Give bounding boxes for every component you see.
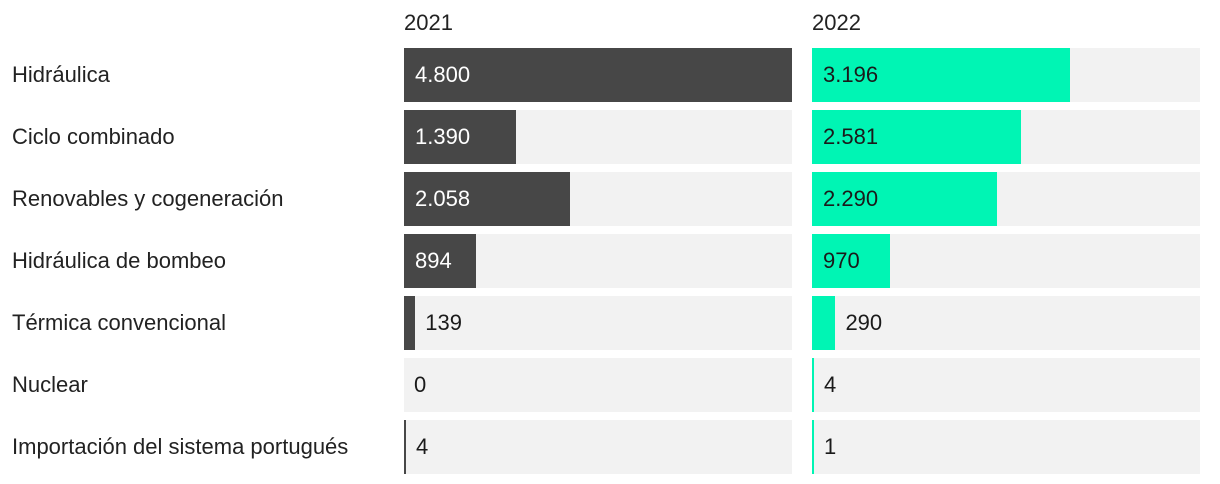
data-label: 4.800 xyxy=(415,62,471,87)
data-label: 894 xyxy=(415,248,452,273)
bar-2021 xyxy=(404,48,792,102)
data-label: 139 xyxy=(425,310,462,335)
bar-2022 xyxy=(812,110,1021,164)
category-label: Renovables y cogeneración xyxy=(12,186,284,211)
bar-track: 290 xyxy=(812,296,1200,350)
bar-2022 xyxy=(812,234,891,288)
data-label: 4 xyxy=(824,372,837,397)
column-header-2021: 2021 xyxy=(404,10,453,35)
bar-track: 4 xyxy=(812,358,1200,412)
bar-2021 xyxy=(404,172,571,226)
category-label: Hidráulica xyxy=(12,62,110,87)
data-label: 970 xyxy=(823,248,860,273)
data-label: 0 xyxy=(414,372,427,397)
bar-track: 4.800 xyxy=(404,48,792,102)
bar-track: 1.390 xyxy=(404,110,792,164)
data-label: 2.058 xyxy=(415,186,471,211)
bar-track: 139 xyxy=(404,296,792,350)
bar-2021 xyxy=(404,110,517,164)
bar-2021 xyxy=(404,420,406,474)
bar-2022 xyxy=(812,358,814,412)
category-label: Térmica convencional xyxy=(12,310,226,335)
bar-2022 xyxy=(812,420,814,474)
bar-2021 xyxy=(404,296,416,350)
bar-track: 2.581 xyxy=(812,110,1200,164)
bar-2021 xyxy=(404,234,477,288)
data-label: 1 xyxy=(824,434,837,459)
bar-track: 894 xyxy=(404,234,792,288)
bar-track: 0 xyxy=(404,358,792,412)
bar-track: 3.196 xyxy=(812,48,1200,102)
category-label: Hidráulica de bombeo xyxy=(12,248,227,273)
category-label: Ciclo combinado xyxy=(12,124,175,149)
category-label: Importación del sistema portugués xyxy=(12,434,349,459)
bar-track: 4 xyxy=(404,420,792,474)
bar-track: 2.290 xyxy=(812,172,1200,226)
data-label: 1.390 xyxy=(415,124,471,149)
bar-2022 xyxy=(812,48,1071,102)
data-label: 290 xyxy=(845,310,883,335)
bar-track: 2.058 xyxy=(404,172,792,226)
bar-track: 1 xyxy=(812,420,1200,474)
data-label: 3.196 xyxy=(823,62,879,87)
data-label: 4 xyxy=(416,434,429,459)
column-header-2022: 2022 xyxy=(812,10,861,35)
bar-2022 xyxy=(812,172,998,226)
bar-track: 970 xyxy=(812,234,1200,288)
data-label: 2.581 xyxy=(823,124,879,149)
bar-2022 xyxy=(812,296,836,350)
data-label: 2.290 xyxy=(823,186,879,211)
category-label: Nuclear xyxy=(12,372,88,397)
